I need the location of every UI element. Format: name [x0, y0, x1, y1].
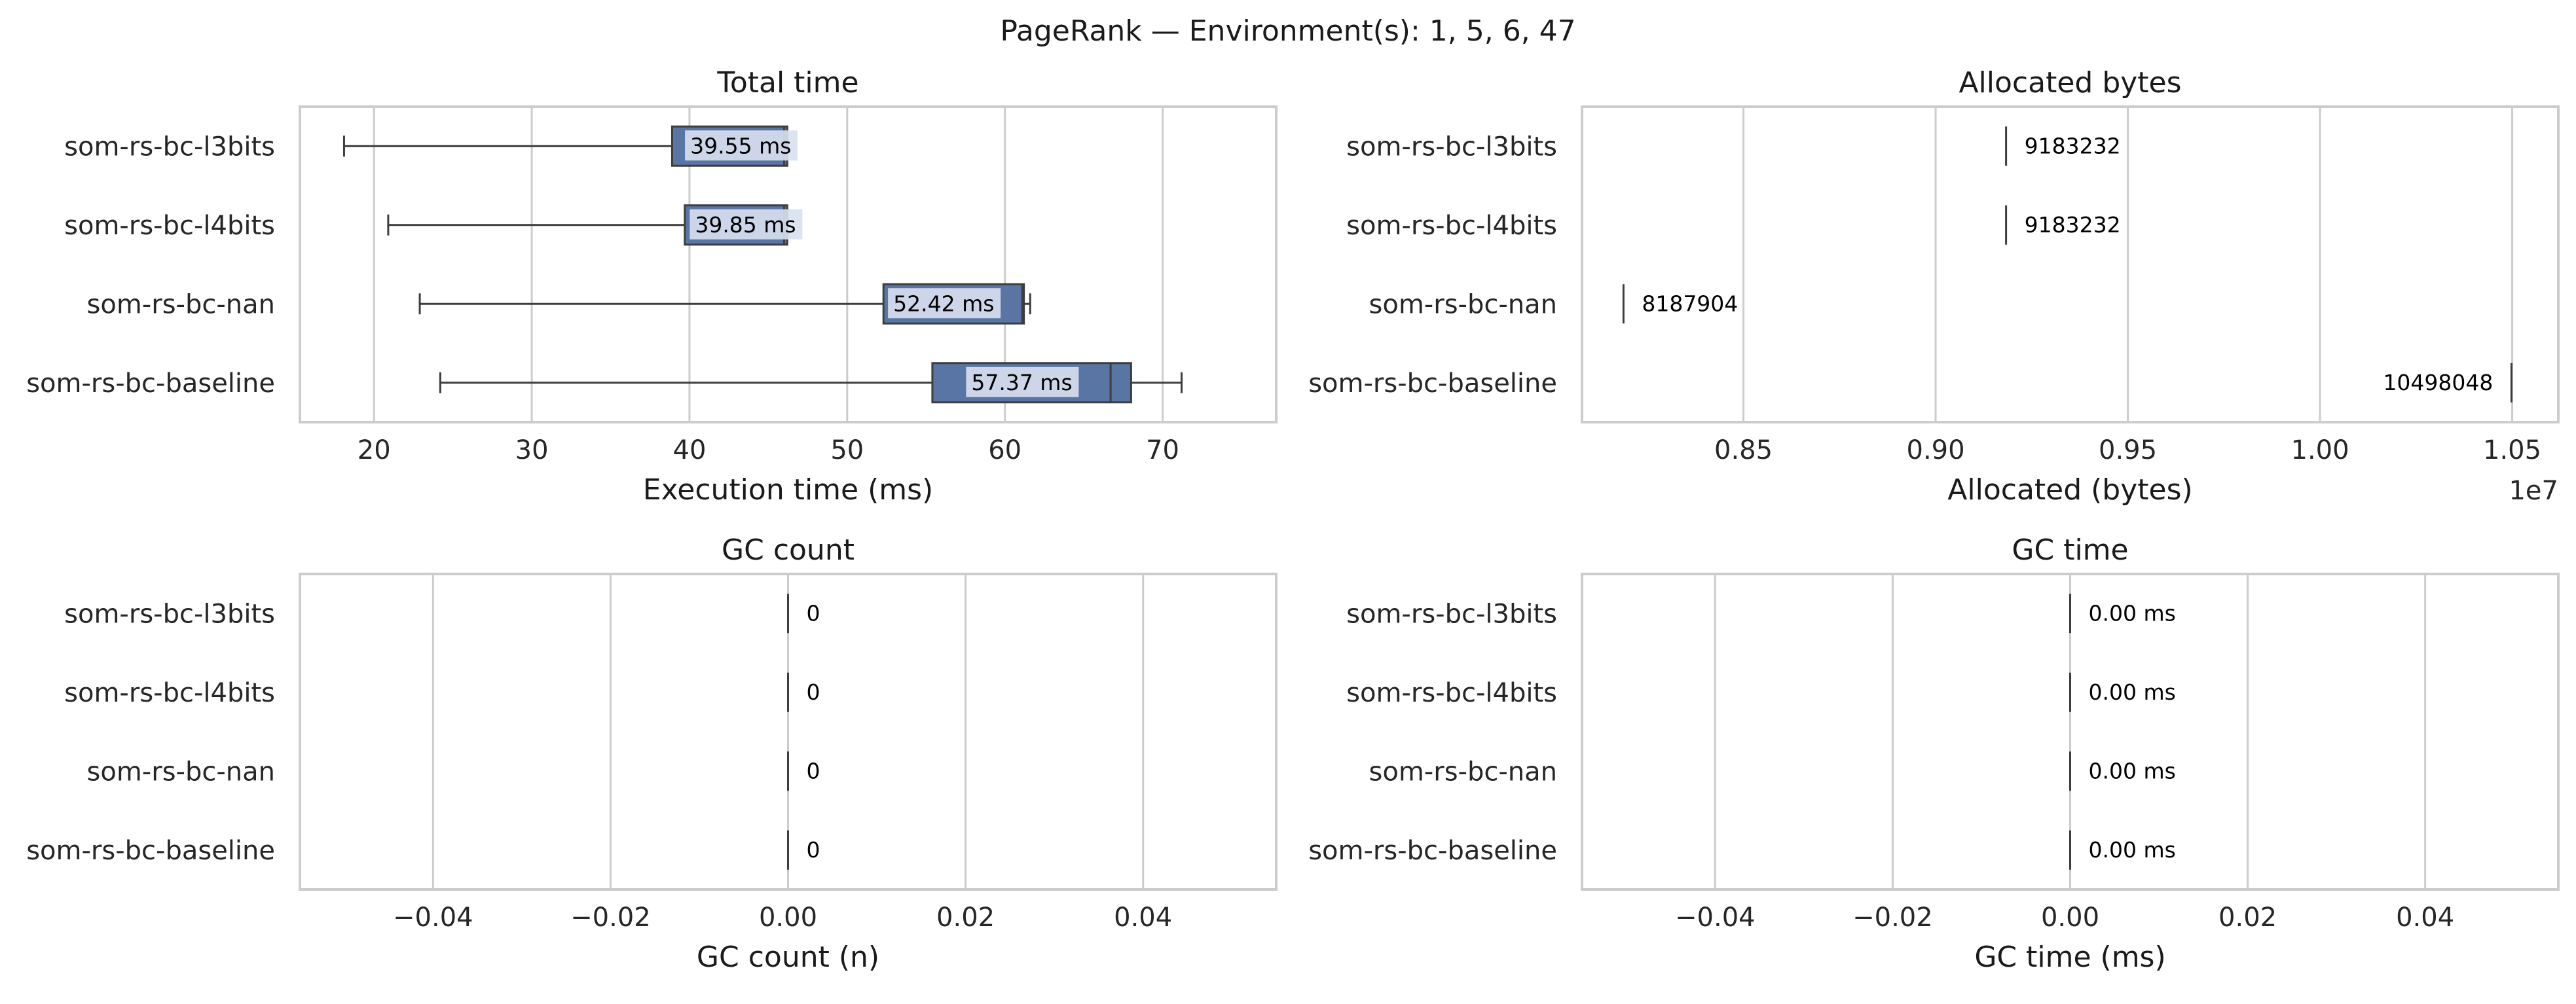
annotation-label: 9183232 [2025, 133, 2121, 158]
annotation-label: 52.42 ms [893, 291, 994, 316]
plot-frame [1581, 573, 2560, 891]
y-category-label: som-rs-bc-l3bits [64, 599, 275, 629]
x-tick-label: 0.00 [759, 903, 817, 933]
x-axis-label: GC count (n) [697, 941, 879, 974]
x-offset-label: 1e7 [2509, 476, 2558, 506]
x-tick-label: 0.85 [1714, 435, 1773, 465]
annotation-label: 10498048 [2383, 370, 2493, 395]
x-tick-label: 50 [830, 435, 864, 465]
y-category-label: som-rs-bc-baseline [26, 368, 275, 399]
annotation-label: 39.55 ms [690, 133, 791, 158]
annotation-label: 0.00 ms [2089, 758, 2176, 783]
annotation-label: 8187904 [1642, 291, 1738, 316]
x-tick-label: 1.00 [2291, 435, 2349, 465]
annotation-label: 57.37 ms [971, 370, 1072, 395]
x-tick-label: −0.04 [393, 903, 473, 933]
x-tick-label: −0.04 [1675, 903, 1756, 933]
y-category-label: som-rs-bc-baseline [1308, 836, 1557, 866]
x-tick-label: 0.90 [1907, 435, 1965, 465]
figure-title: PageRank — Environment(s): 1, 5, 6, 47 [1000, 14, 1575, 48]
y-category-label: som-rs-bc-baseline [26, 836, 275, 866]
y-category-label: som-rs-bc-l4bits [64, 678, 275, 708]
x-tick-label: 20 [358, 435, 391, 465]
annotation-label: 39.85 ms [695, 212, 796, 238]
panel-title: Allocated bytes [1959, 66, 2181, 99]
x-tick-label: 30 [515, 435, 549, 465]
plot-frame [1581, 105, 2560, 423]
annotation-label: 0.00 ms [2089, 679, 2176, 705]
x-tick-label: −0.02 [570, 903, 651, 933]
plot-frame [299, 105, 1278, 423]
y-category-label: som-rs-bc-l3bits [1346, 132, 1557, 162]
x-tick-label: 0.95 [2099, 435, 2157, 465]
x-tick-label: 0.00 [2041, 903, 2099, 933]
y-category-label: som-rs-bc-nan [87, 757, 275, 787]
annotation-label: 0 [807, 600, 820, 626]
y-category-label: som-rs-bc-l3bits [64, 132, 275, 162]
y-category-label: som-rs-bc-nan [87, 289, 275, 319]
y-category-label: som-rs-bc-l4bits [1346, 678, 1557, 708]
x-tick-label: 70 [1146, 435, 1179, 465]
annotation-label: 0 [807, 679, 820, 705]
annotation-label: 0.00 ms [2089, 600, 2176, 626]
panel-title: GC count [722, 533, 855, 567]
y-category-label: som-rs-bc-l4bits [1346, 211, 1557, 241]
x-axis-label: Allocated (bytes) [1947, 473, 2192, 507]
annotation-bg [690, 209, 803, 240]
panel-gc-time: GC time −0.04 −0.02 0.00 0.02 0.04 som-rs-bc-l… [1308, 533, 2560, 974]
x-tick-label: 0.02 [2218, 903, 2277, 933]
panel-total-time: Total time 20 30 40 50 60 70 som-rs-bc-l3bits so… [26, 66, 1278, 507]
panel-allocated-bytes: Allocated bytes 0.85 0.90 0.95 1.00 1.05 som-r… [1308, 66, 2560, 507]
y-category-label: som-rs-bc-nan [1369, 289, 1557, 319]
annotation-label: 0 [807, 758, 820, 783]
annotation-bg [888, 288, 1001, 319]
y-category-label: som-rs-bc-nan [1369, 757, 1557, 787]
y-category-label: som-rs-bc-baseline [1308, 368, 1557, 399]
x-tick-label: 0.04 [1114, 903, 1172, 933]
x-tick-label: 60 [988, 435, 1021, 465]
x-tick-label: 0.02 [936, 903, 995, 933]
annotation-label: 0.00 ms [2089, 837, 2176, 863]
annotation-bg [685, 130, 798, 161]
x-tick-label: 0.04 [2396, 903, 2454, 933]
x-tick-label: −0.02 [1852, 903, 1933, 933]
panel-gc-count: GC count −0.04 −0.02 0.00 0.02 0.04 som-rs-bc-… [26, 533, 1278, 974]
x-axis-label: GC time (ms) [1974, 941, 2165, 974]
panel-title: GC time [2012, 533, 2128, 567]
annotation-bg [966, 367, 1079, 397]
panel-title: Total time [716, 66, 858, 99]
y-category-label: som-rs-bc-l3bits [1346, 599, 1557, 629]
annotation-label: 0 [807, 837, 820, 863]
y-category-label: som-rs-bc-l4bits [64, 211, 275, 241]
x-axis-label: Execution time (ms) [643, 473, 933, 507]
plot-frame [299, 573, 1278, 891]
annotation-label: 9183232 [2025, 212, 2121, 238]
x-tick-label: 1.05 [2483, 435, 2541, 465]
x-tick-label: 40 [673, 435, 707, 465]
